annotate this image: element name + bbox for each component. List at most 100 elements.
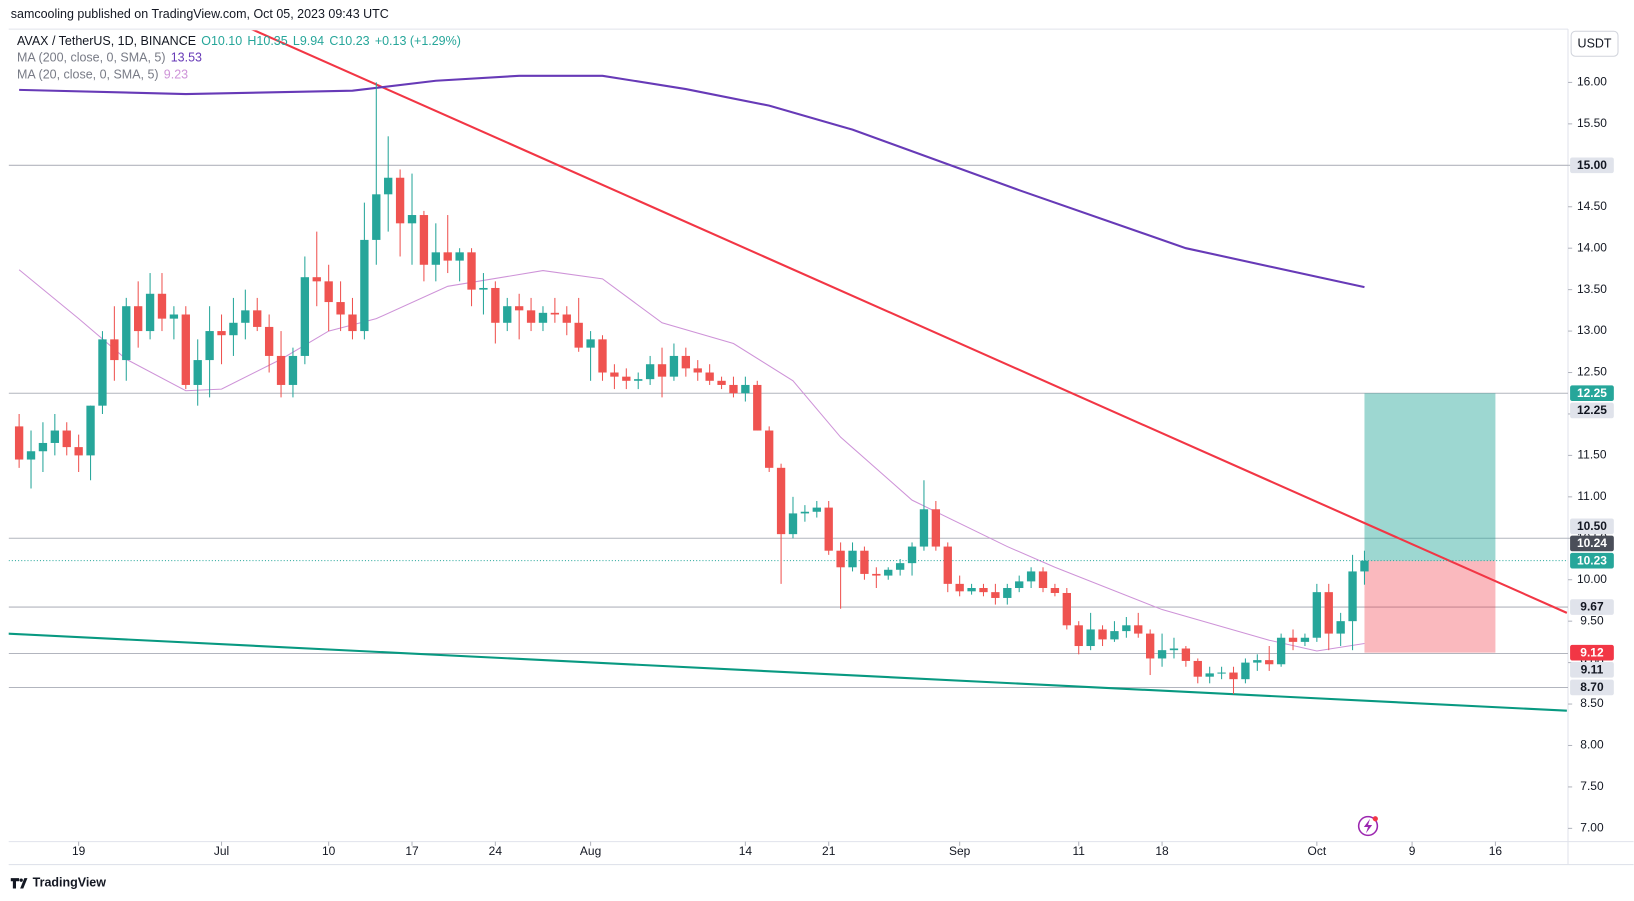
- x-tick-label: 17: [405, 844, 419, 858]
- time-axis: 19 Jul 10 17 24 Aug 14 21 Sep 11 18 Oct 9 16: [72, 841, 1502, 858]
- candle-body: [884, 569, 893, 576]
- trend-line: [8, 632, 1567, 712]
- candle-body: [86, 405, 95, 456]
- candle-body: [955, 583, 964, 592]
- price-tag-label: 10.23: [1577, 553, 1607, 567]
- publisher-line: samcooling published on TradingView.com,…: [11, 7, 389, 21]
- x-tick-label: 14: [739, 844, 753, 858]
- candle-body: [574, 322, 583, 348]
- candle-body: [1276, 637, 1286, 665]
- candle-body: [38, 442, 48, 452]
- indicator-value: 9.23: [164, 67, 188, 81]
- candle-body: [705, 372, 714, 381]
- candle-body: [586, 339, 595, 348]
- x-tick-label: Sep: [949, 844, 971, 858]
- candle-body: [741, 384, 750, 394]
- level-tag: [1570, 679, 1614, 696]
- price-tags: 10.2310.249.1212.2515.0012.2510.509.679.…: [1570, 157, 1614, 696]
- level-tag: [1570, 518, 1614, 535]
- candle-body: [1038, 571, 1048, 589]
- candle-body: [193, 360, 202, 385]
- change-value: +0.13 (+1.29%): [375, 34, 461, 48]
- candle-body: [836, 550, 845, 568]
- candle-body: [1062, 592, 1071, 626]
- price-tag: [1570, 552, 1614, 569]
- candle-body: [1086, 629, 1095, 647]
- brand-dot: [19, 878, 23, 882]
- candle-body: [431, 252, 440, 265]
- candle-body: [1300, 637, 1310, 642]
- candle-body: [1145, 633, 1155, 659]
- candle-body: [657, 364, 667, 377]
- candle-body: [253, 310, 262, 327]
- candle-body: [895, 563, 905, 570]
- lightning-circle: [1357, 815, 1379, 837]
- level-tag-label: 10.50: [1577, 519, 1607, 533]
- x-tick-label: 24: [489, 844, 503, 858]
- candle-body: [217, 331, 226, 336]
- x-tick-label: 10: [322, 844, 336, 858]
- x-tick-label: 9: [1409, 844, 1416, 858]
- candle-body: [1312, 592, 1322, 638]
- candle-body: [550, 312, 560, 315]
- candle-body: [229, 322, 238, 336]
- candle-body: [562, 314, 571, 323]
- candle-body: [264, 326, 274, 356]
- candle-body: [824, 507, 833, 551]
- candle-body: [1241, 662, 1250, 680]
- candle-body: [693, 368, 702, 373]
- brand-mark: [10, 878, 28, 889]
- candle-body: [479, 287, 488, 290]
- target-zone: [1364, 393, 1496, 561]
- candle-body: [717, 380, 726, 385]
- candle-body: [1229, 672, 1238, 680]
- candle-body: [384, 177, 393, 195]
- candle-body: [134, 306, 143, 332]
- candle-body: [74, 447, 83, 456]
- candle-body: [503, 306, 512, 323]
- candle-body: [943, 546, 952, 584]
- indicator-name: MA (200, close, 0, SMA, 5): [17, 51, 165, 65]
- candle-body: [324, 281, 333, 303]
- currency-button[interactable]: [1570, 30, 1619, 57]
- price-tag: [1570, 535, 1614, 552]
- candle-body: [181, 314, 190, 385]
- candle-body: [645, 364, 655, 380]
- candle-body: [372, 194, 381, 240]
- y-tick-label: 11.00: [1577, 489, 1606, 503]
- lightning-icon[interactable]: [1357, 815, 1379, 837]
- level-tag-label: 9.11: [1581, 663, 1604, 677]
- candle-body: [872, 573, 881, 576]
- x-tick-label: 11: [1073, 844, 1086, 858]
- ohlc-value: H10.35: [247, 34, 287, 48]
- candle-body: [395, 177, 405, 224]
- candle-body: [14, 426, 24, 460]
- x-tick-label: Aug: [580, 844, 601, 858]
- candle-body: [1360, 560, 1369, 572]
- candle-body: [598, 339, 607, 373]
- candle-body: [669, 355, 679, 377]
- candle-body: [1098, 629, 1107, 640]
- x-tick-label: 18: [1155, 844, 1169, 858]
- candle-body: [538, 312, 548, 323]
- ohlc-value: O10.10: [201, 34, 242, 48]
- candle-body: [1217, 672, 1226, 674]
- candle-body: [1193, 660, 1202, 677]
- candle-body: [360, 239, 369, 332]
- y-tick-label: 7.00: [1580, 821, 1604, 835]
- candle-body: [991, 592, 1000, 598]
- candle-body: [776, 467, 786, 535]
- candle-body: [157, 293, 167, 319]
- candle-body: [145, 293, 155, 332]
- candle-body: [622, 376, 631, 381]
- candle-body: [860, 550, 869, 574]
- level-tag: [1570, 157, 1614, 174]
- y-tick-label: 13.50: [1577, 282, 1607, 296]
- candle-body: [288, 355, 298, 385]
- candle-body: [312, 277, 321, 282]
- candle-body: [169, 314, 179, 319]
- candle-body: [241, 310, 250, 323]
- level-tag-label: 9.67: [1580, 600, 1604, 614]
